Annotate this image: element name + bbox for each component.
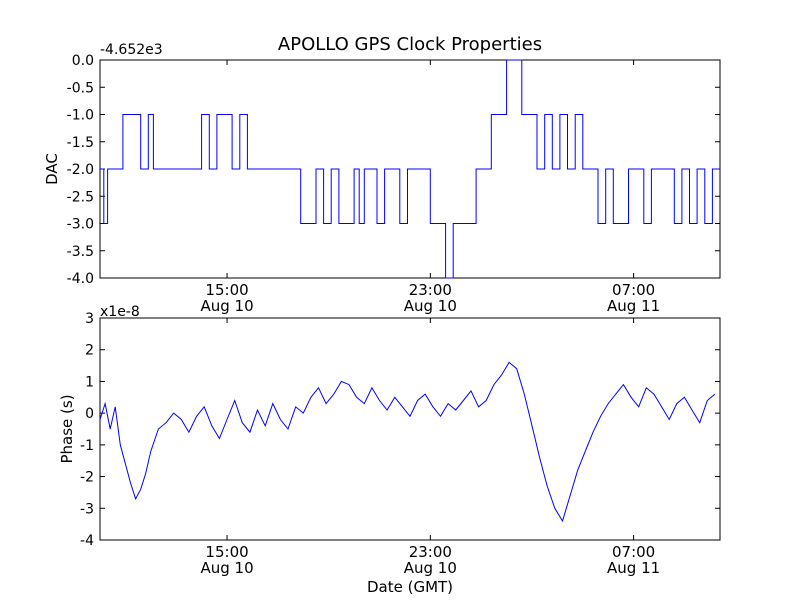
dac-ytick-label: 0.0: [72, 53, 94, 69]
phase-ytick-label: -4: [80, 533, 94, 549]
phase-panel: x1e-8 Phase (s) Date (GMT) -4-3-2-10123 …: [58, 304, 721, 596]
phase-ytick-label: -1: [80, 438, 94, 454]
phase-ytick-label: 1: [85, 374, 94, 390]
phase-ytick-label: 3: [85, 311, 94, 327]
dac-xtick-time: 15:00: [205, 281, 248, 299]
dac-ytick-label: -3.0: [67, 217, 94, 233]
dac-ytick-label: -0.5: [67, 80, 94, 96]
chart-title: APOLLO GPS Clock Properties: [278, 34, 542, 55]
dac-ylabel: DAC: [43, 153, 61, 185]
dac-offset-label: -4.652e3: [100, 42, 163, 58]
dac-ytick-label: -4.0: [67, 271, 94, 287]
dac-ytick-label: -1.5: [67, 135, 94, 151]
phase-xtick-date: Aug 11: [607, 559, 660, 577]
phase-xtick-date: Aug 10: [200, 559, 253, 577]
dac-xtick-time: 23:00: [409, 281, 452, 299]
phase-plot-frame: [99, 317, 721, 541]
phase-xtick-time: 23:00: [409, 543, 452, 561]
phase-xtick-time: 07:00: [612, 543, 655, 561]
phase-ytick-label: -2: [80, 470, 94, 486]
dac-ytick-label: -1.0: [67, 108, 94, 124]
dac-ytick-label: -2.5: [67, 189, 94, 205]
dac-xtick-date: Aug 10: [404, 297, 457, 315]
phase-ylabel: Phase (s): [58, 394, 76, 463]
phase-xlabel: Date (GMT): [367, 578, 453, 596]
dac-xtick-date: Aug 11: [607, 297, 660, 315]
dac-ytick-label: -2.0: [67, 162, 94, 178]
phase-ytick-label: 0: [85, 406, 94, 422]
phase-xtick-time: 15:00: [205, 543, 248, 561]
dac-series-line: [100, 59, 720, 279]
phase-xtick-date: Aug 10: [404, 559, 457, 577]
dac-panel: -4.652e3 DAC -4.0 -3.5 -3.0 -2.5 -2.0 -1.5 -1.…: [43, 42, 721, 315]
phase-series-line: [99, 361, 716, 523]
phase-offset-label: x1e-8: [100, 304, 140, 320]
dac-xtick-date: Aug 10: [200, 297, 253, 315]
dac-xtick-time: 07:00: [612, 281, 655, 299]
dac-ytick-label: -3.5: [67, 244, 94, 260]
phase-ytick-label: 2: [85, 343, 94, 359]
phase-ytick-label: -3: [80, 501, 94, 517]
